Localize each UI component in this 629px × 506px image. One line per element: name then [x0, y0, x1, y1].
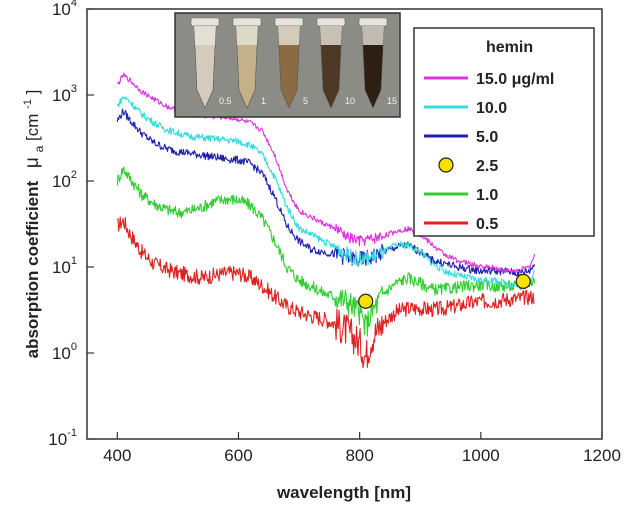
- tube: 1: [232, 17, 266, 109]
- tube-air: [320, 26, 342, 45]
- tube-label: 10: [345, 96, 355, 106]
- x-tick-label: 600: [224, 446, 252, 465]
- y-tick-label: 10-1: [48, 427, 77, 449]
- y-axis-title-subscript: a: [32, 145, 46, 152]
- y-tick-base: 10: [48, 430, 67, 449]
- y-tick-label: 103: [52, 83, 77, 105]
- tube-air: [194, 26, 216, 45]
- y-axis-title: absorption coefficient μ a [cm -1 ]: [16, 90, 47, 359]
- tube-label: 0.5: [219, 96, 232, 106]
- legend-label: 1.0: [476, 187, 498, 204]
- tube: 0.5: [190, 17, 232, 109]
- inset-tubes: 0.5 1 5 10 15: [190, 17, 397, 109]
- y-axis-title-unit-open: [cm: [23, 114, 42, 141]
- legend-label: 15.0 μg/ml: [476, 71, 554, 88]
- y-axis-title-unit-close: ]: [23, 90, 42, 95]
- series-line: [116, 96, 535, 290]
- series-layer: [116, 72, 536, 369]
- y-tick-base: 10: [52, 0, 71, 19]
- plot-frame: [86, 8, 603, 440]
- y-tick-exp: 4: [71, 0, 77, 9]
- y-tick-exp: 2: [71, 169, 77, 181]
- tube: 10: [316, 17, 355, 109]
- legend-label: 5.0: [476, 129, 498, 146]
- series-line: [116, 108, 536, 277]
- x-axis: 400 600 800 1000 1200: [103, 432, 621, 465]
- series-line: [116, 216, 535, 369]
- tube-air: [236, 26, 258, 45]
- tube-label: 5: [303, 96, 308, 106]
- tube-cap: [232, 17, 262, 27]
- y-axis-title-text: absorption coefficient: [23, 180, 42, 358]
- y-tick-label: 104: [52, 0, 77, 19]
- legend-label: 2.5: [476, 158, 498, 175]
- x-tick-label: 1000: [462, 446, 500, 465]
- y-tick-exp: -1: [67, 427, 77, 439]
- tube-air: [278, 26, 300, 45]
- y-tick-base: 10: [52, 258, 71, 277]
- legend-frame: [413, 27, 595, 237]
- legend: hemin 15.0 μg/ml 10.0 5.0 2.5 1.0 0.5: [413, 27, 595, 237]
- y-tick-base: 10: [52, 86, 71, 105]
- tube-label: 15: [387, 96, 397, 106]
- tube-air: [362, 26, 384, 45]
- marker-point: [358, 293, 374, 309]
- y-tick-exp: 3: [71, 83, 77, 95]
- y-tick-label: 101: [52, 255, 77, 277]
- marker-point: [515, 273, 531, 290]
- x-tick-label: 800: [345, 446, 373, 465]
- tube-cap: [316, 17, 346, 27]
- legend-marker: [438, 157, 454, 173]
- legend-title: hemin: [486, 39, 533, 56]
- x-axis-title: wavelength [nm]: [276, 483, 411, 502]
- legend-items: 15.0 μg/ml 10.0 5.0 2.5 1.0 0.5: [424, 71, 554, 233]
- tube-label: 1: [261, 96, 266, 106]
- x-tick-label: 400: [103, 446, 131, 465]
- y-tick-exp: 0: [71, 341, 77, 353]
- x-tick-label: 1200: [583, 446, 621, 465]
- legend-label: 0.5: [476, 216, 498, 233]
- series-line: [116, 166, 536, 337]
- y-tick-base: 10: [52, 344, 71, 363]
- tube-cap: [274, 17, 304, 27]
- tube: 15: [358, 17, 397, 109]
- tube-cap: [190, 17, 220, 27]
- y-tick-label: 102: [52, 169, 77, 191]
- y-axis-title-symbol: μ: [22, 157, 43, 168]
- legend-label: 10.0: [476, 100, 507, 117]
- marker-layer: [358, 273, 531, 309]
- y-axis-title-unit-exp: -1: [22, 99, 34, 109]
- tube: 5: [274, 17, 308, 109]
- inset-photo: 0.5 1 5 10 15: [174, 12, 401, 118]
- y-tick-base: 10: [52, 172, 71, 191]
- y-tick-exp: 1: [71, 255, 77, 267]
- tube-cap: [358, 17, 388, 27]
- y-tick-label: 100: [52, 341, 77, 363]
